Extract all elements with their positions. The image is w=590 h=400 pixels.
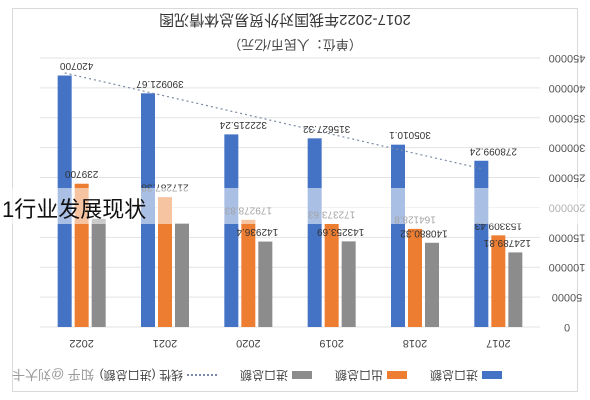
- chart-title: 2017-2022年我国对外贸易总体情况图: [159, 11, 411, 28]
- bar-export: [241, 219, 256, 327]
- data-label-import: 390921.67: [136, 78, 184, 89]
- data-label-import: 315627.32: [303, 123, 351, 134]
- legend-item-total: 进口总额: [240, 367, 312, 384]
- x-tick-label: 2019: [319, 337, 343, 349]
- overlay-heading: 1行业发展现状: [2, 197, 147, 222]
- y-tick-label: 300000: [549, 142, 586, 154]
- data-label-total: 140880.32: [400, 227, 448, 238]
- bar-total: [508, 252, 523, 327]
- trend-line: [64, 72, 482, 170]
- legend-swatch-trend: [187, 374, 217, 377]
- data-label-export: 239700: [65, 168, 99, 179]
- bar-export: [491, 235, 506, 327]
- legend-swatch-total: [292, 371, 312, 380]
- data-label-import: 420700: [60, 60, 94, 71]
- y-tick-label: 350000: [549, 112, 586, 124]
- bar-total: [175, 223, 189, 327]
- bar-total: [341, 241, 356, 327]
- legend-swatch-export: [387, 371, 407, 380]
- bar-total: [258, 241, 273, 327]
- bar-total: [425, 242, 439, 327]
- data-label-export: 153309.43: [474, 220, 522, 231]
- watermark: 知乎 @刘大卡: [12, 367, 94, 382]
- x-tick-label: 2017: [486, 337, 510, 349]
- y-tick-label: 50000: [552, 291, 583, 303]
- data-label-total: 142936.4: [236, 226, 278, 237]
- legend-label-import: 进口总额: [429, 368, 478, 382]
- legend-item-export: 出口总额: [335, 367, 407, 384]
- y-tick-label: 0: [564, 321, 570, 333]
- y-tick-label: 250000: [549, 172, 586, 184]
- heading-backdrop: [0, 188, 590, 224]
- bar-import: [307, 138, 322, 327]
- x-tick-label: 2020: [236, 337, 260, 349]
- x-tick-label: 2021: [153, 337, 177, 349]
- data-label-import: 278099.24: [469, 145, 517, 156]
- data-label-export: 217287.38: [141, 182, 189, 193]
- bar-export: [408, 228, 422, 327]
- bar-import: [224, 134, 239, 327]
- y-tick-label: 150000: [549, 231, 586, 243]
- data-label-import: 322215.24: [219, 119, 267, 130]
- legend-item-trend: 线性 (进口总额): [100, 367, 217, 384]
- bar-export: [158, 197, 172, 327]
- chart-legend: 进口总额 出口总额 进口总额 线性 (进口总额): [72, 366, 502, 386]
- data-label-total: 143253.69: [317, 226, 365, 237]
- legend-item-import: 进口总额: [430, 367, 502, 384]
- legend-label-trend: 线性 (进口总额): [99, 368, 183, 382]
- x-tick-label: 2018: [403, 337, 427, 349]
- y-tick-label: 450000: [549, 52, 586, 64]
- chart-subtitle: （单位：人民币/亿元）: [228, 37, 362, 52]
- x-tick-label: 2022: [69, 337, 93, 349]
- y-tick-label: 400000: [549, 82, 586, 94]
- legend-label-export: 出口总额: [334, 368, 383, 382]
- data-label-import: 305010.1: [389, 129, 431, 140]
- legend-label-total: 进口总额: [239, 368, 288, 382]
- bar-export: [324, 223, 339, 327]
- y-tick-label: 100000: [549, 261, 586, 273]
- bar-total: [91, 218, 106, 327]
- data-label-total: 124789.81: [483, 237, 531, 248]
- data-labels: 420700 239700 390921.67 217287.38 322215.24 1…: [60, 60, 531, 248]
- legend-swatch-import: [482, 371, 502, 380]
